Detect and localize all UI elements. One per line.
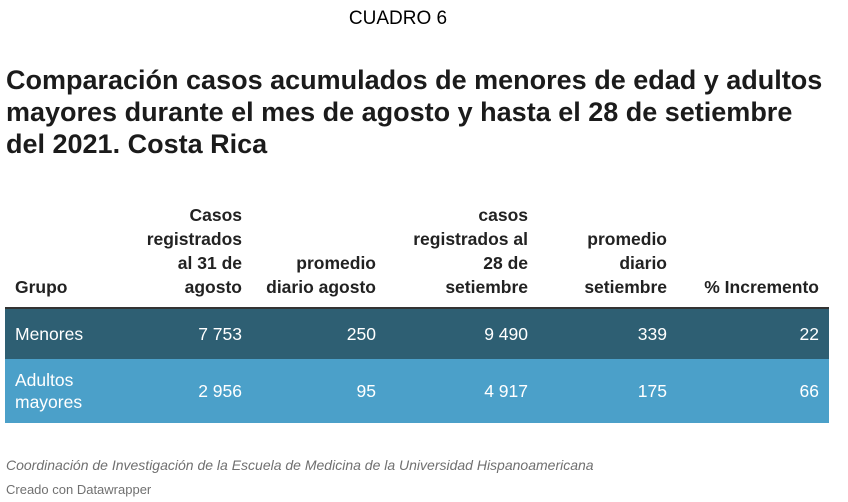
source-note: Coordinación de Investigación de la Escu… [6,457,594,473]
column-header-promedio-setiembre: promedio diario setiembre [538,200,677,309]
table-title: Comparación casos acumulados de menores … [6,65,823,159]
cell-casos-setiembre: 4 917 [386,359,538,423]
table-header-row: Grupo Casos registrados al 31 de agosto … [5,200,829,309]
cell-promedio-setiembre: 175 [538,359,677,423]
table-row: Adultos mayores 2 956 95 4 917 175 66 [5,359,829,423]
table-row: Menores 7 753 250 9 490 339 22 [5,308,829,359]
column-header-incremento: % Incremento [677,200,829,309]
cell-casos-setiembre: 9 490 [386,308,538,359]
datawrapper-credit-link[interactable]: Creado con Datawrapper [6,482,152,497]
cell-casos-agosto: 7 753 [127,308,252,359]
column-header-grupo: Grupo [5,200,127,309]
cell-casos-agosto: 2 956 [127,359,252,423]
cell-promedio-agosto: 250 [252,308,386,359]
column-header-casos-agosto: Casos registrados al 31 de agosto [127,200,252,309]
column-header-casos-setiembre: casos registrados al 28 de setiembre [386,200,538,309]
cell-grupo: Menores [5,308,127,359]
cell-incremento: 22 [677,308,829,359]
column-header-promedio-agosto: promedio diario agosto [252,200,386,309]
cell-grupo: Adultos mayores [5,359,127,423]
data-table: Grupo Casos registrados al 31 de agosto … [5,200,829,423]
cell-promedio-setiembre: 339 [538,308,677,359]
table-number-label: CUADRO 6 [348,8,448,29]
cell-incremento: 66 [677,359,829,423]
cell-promedio-agosto: 95 [252,359,386,423]
